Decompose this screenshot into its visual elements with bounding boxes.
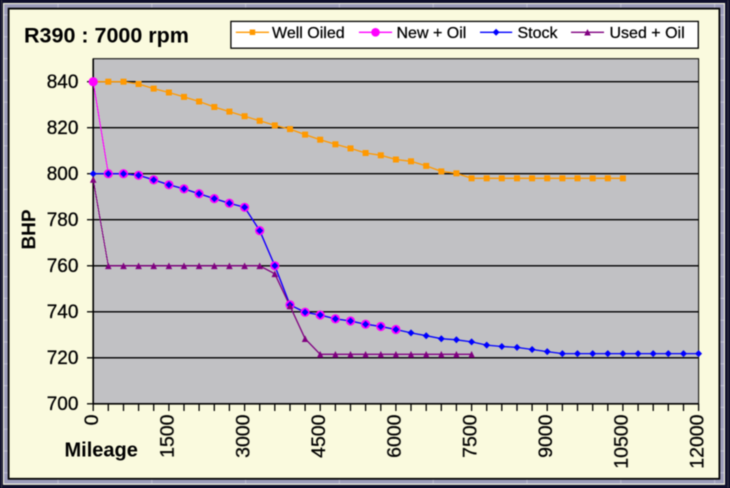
svg-text:Well Oiled: Well Oiled [272, 25, 345, 42]
svg-text:3000: 3000 [232, 414, 254, 458]
svg-text:BHP: BHP [19, 209, 40, 249]
svg-text:760: 760 [47, 256, 79, 277]
svg-text:0: 0 [81, 414, 103, 425]
svg-text:800: 800 [47, 164, 79, 185]
svg-text:7500: 7500 [459, 414, 481, 458]
svg-text:6000: 6000 [384, 414, 406, 458]
svg-text:700: 700 [47, 394, 79, 415]
svg-text:10500: 10500 [611, 414, 633, 468]
svg-text:1500: 1500 [157, 414, 179, 458]
svg-text:9000: 9000 [535, 414, 557, 458]
svg-text:Mileage: Mileage [65, 440, 138, 462]
svg-text:12000: 12000 [686, 414, 708, 468]
svg-text:820: 820 [47, 118, 79, 139]
svg-text:Stock: Stock [518, 25, 559, 42]
svg-text:840: 840 [47, 72, 79, 93]
svg-text:720: 720 [47, 348, 79, 369]
svg-text:4500: 4500 [308, 414, 330, 458]
svg-text:780: 780 [47, 210, 79, 231]
svg-text:Used + Oil: Used + Oil [610, 25, 685, 42]
svg-text:740: 740 [47, 302, 79, 323]
svg-text:R390 : 7000 rpm: R390 : 7000 rpm [24, 24, 189, 48]
svg-text:New + Oil: New + Oil [397, 25, 467, 42]
